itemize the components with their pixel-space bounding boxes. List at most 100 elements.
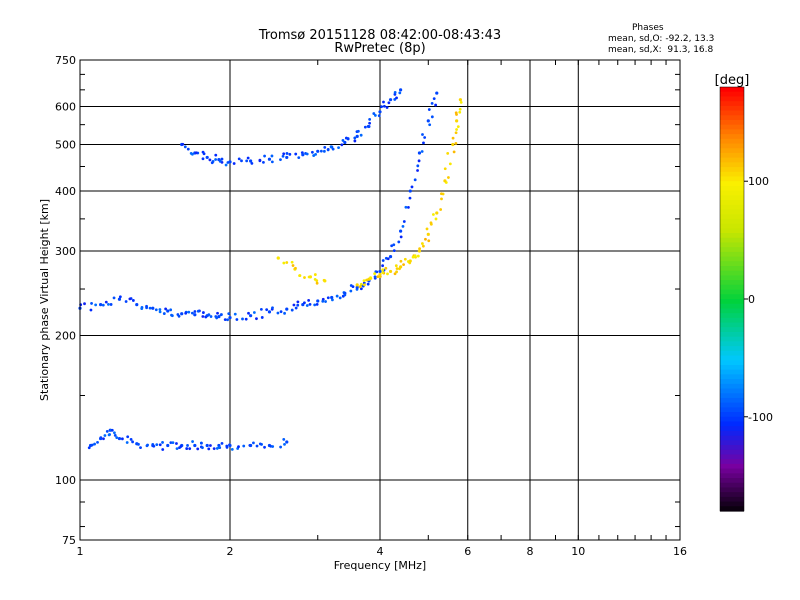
colorbar-segment bbox=[720, 96, 744, 102]
colorbar-segment bbox=[720, 407, 744, 413]
echo-point bbox=[343, 140, 347, 145]
echo-point bbox=[448, 162, 452, 166]
colorbar-segment bbox=[720, 331, 744, 338]
y-tick-label: 400 bbox=[55, 185, 76, 198]
echo-point bbox=[355, 283, 359, 287]
colorbar-segment bbox=[720, 218, 744, 225]
x-tick-label: 8 bbox=[527, 545, 534, 558]
phases-heading: Phases bbox=[632, 23, 664, 33]
echo-point bbox=[454, 142, 458, 145]
echo-point bbox=[381, 268, 385, 272]
colorbar-segment bbox=[720, 346, 744, 352]
echo-point bbox=[259, 308, 263, 311]
echo-point bbox=[214, 158, 218, 161]
echo-point bbox=[282, 437, 286, 441]
colorbar-segment bbox=[720, 379, 744, 385]
echo-point bbox=[290, 260, 294, 264]
echo-point bbox=[246, 156, 250, 160]
echo-point bbox=[235, 318, 239, 321]
echo-point bbox=[212, 447, 216, 451]
echo-point bbox=[109, 303, 113, 306]
x-tick-label: 1 bbox=[77, 545, 84, 558]
echo-point bbox=[83, 302, 86, 306]
echo-point bbox=[169, 308, 173, 312]
chart-subtitle: RwPretec (8p) bbox=[334, 41, 426, 56]
echo-point bbox=[217, 315, 221, 319]
echo-point bbox=[164, 307, 168, 311]
colorbar-segment bbox=[720, 157, 744, 163]
echo-point bbox=[292, 303, 296, 307]
echo-point bbox=[233, 312, 237, 316]
y-tick-label: 200 bbox=[55, 330, 76, 343]
echo-point bbox=[191, 440, 194, 443]
echo-point bbox=[152, 444, 156, 448]
x-tick-label: 16 bbox=[673, 545, 687, 558]
x-tick-label: 4 bbox=[377, 545, 384, 558]
echo-point bbox=[388, 255, 393, 259]
echo-point bbox=[255, 317, 258, 321]
colorbar-tick-label: 0 bbox=[748, 293, 755, 306]
phases-mean-o: mean, sd,O: -92.2, 13.3 bbox=[608, 34, 715, 44]
echo-point bbox=[245, 159, 249, 163]
echo-point bbox=[326, 296, 330, 300]
echo-point bbox=[458, 107, 462, 111]
echo-point bbox=[322, 149, 326, 153]
echo-point bbox=[290, 308, 294, 312]
echo-point bbox=[401, 224, 405, 228]
echo-point bbox=[186, 444, 189, 447]
colorbar-segment bbox=[720, 242, 744, 248]
echo-point bbox=[373, 275, 377, 279]
colorbar-segment bbox=[720, 233, 744, 239]
echo-point bbox=[378, 269, 382, 274]
colorbar-segment bbox=[720, 364, 744, 371]
echo-point bbox=[113, 433, 117, 437]
echo-point bbox=[373, 272, 377, 276]
echo-point bbox=[125, 441, 129, 444]
echo-point bbox=[455, 128, 458, 131]
echo-point bbox=[126, 435, 130, 439]
echo-point bbox=[399, 235, 403, 239]
colorbar-segment bbox=[720, 374, 744, 380]
colorbar-segment bbox=[720, 105, 744, 112]
echo-point bbox=[187, 310, 191, 314]
echo-point bbox=[210, 161, 214, 165]
y-tick-label: 100 bbox=[55, 474, 76, 487]
echo-point bbox=[427, 108, 431, 111]
echo-point bbox=[225, 446, 229, 449]
echo-point bbox=[337, 146, 340, 150]
echo-point bbox=[303, 301, 306, 305]
echo-point bbox=[155, 443, 159, 447]
colorbar-segment bbox=[720, 138, 744, 145]
echo-point bbox=[413, 178, 417, 182]
echo-point bbox=[434, 217, 438, 221]
echo-point bbox=[410, 185, 414, 189]
echo-point bbox=[193, 443, 197, 448]
echo-point bbox=[363, 125, 367, 129]
echo-point bbox=[335, 294, 339, 298]
echo-point bbox=[215, 316, 219, 320]
colorbar-segment bbox=[720, 317, 744, 324]
colorbar-segment bbox=[720, 115, 744, 121]
echo-point bbox=[316, 299, 320, 303]
echo-point bbox=[117, 297, 122, 301]
colorbar-segment bbox=[720, 266, 744, 272]
echo-point bbox=[418, 247, 422, 251]
echo-point bbox=[368, 121, 372, 125]
echo-point bbox=[113, 431, 116, 435]
echo-point bbox=[356, 129, 360, 133]
echo-point bbox=[417, 159, 421, 163]
echo-point bbox=[263, 445, 266, 449]
echo-point bbox=[249, 443, 253, 448]
echo-point bbox=[416, 164, 420, 168]
echo-point bbox=[129, 437, 133, 441]
echo-point bbox=[244, 317, 248, 321]
echo-point bbox=[421, 133, 424, 136]
colorbar-segment bbox=[720, 506, 744, 512]
echo-point bbox=[228, 160, 232, 164]
echo-point bbox=[175, 447, 179, 451]
echo-point bbox=[270, 154, 274, 158]
echo-point bbox=[224, 163, 228, 167]
echo-point bbox=[429, 221, 433, 225]
colorbar-segment bbox=[720, 496, 744, 503]
echo-point bbox=[378, 272, 382, 277]
